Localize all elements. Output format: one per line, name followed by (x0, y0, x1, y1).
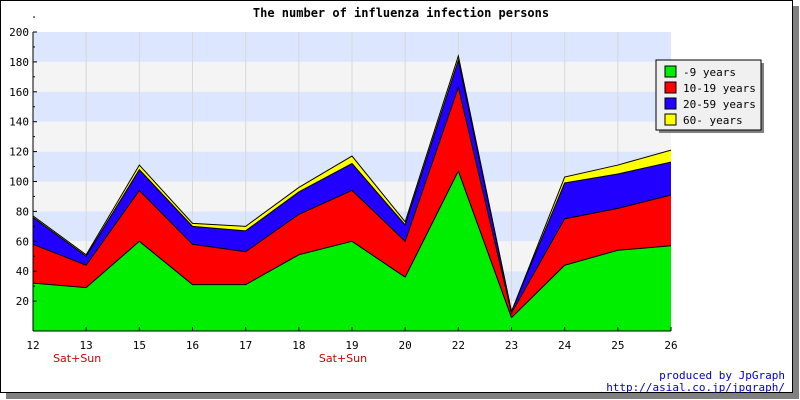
x-tick-label: 16 (186, 339, 199, 352)
legend-label: -9 years (683, 66, 736, 79)
legend-swatch (664, 65, 677, 78)
y-tick-label: 100 (9, 176, 29, 189)
chart-title: The number of influenza infection person… (253, 6, 549, 20)
stacked-areas (32, 53, 672, 332)
x-tick-label: 25 (611, 339, 624, 352)
y-tick-label: 120 (9, 146, 29, 159)
y-tick-label: 180 (9, 56, 29, 69)
x-tick-label: 22 (452, 339, 465, 352)
x-axis-tick-labels: 12 13 15 16 17 18 19 20 22 23 24 25 26 Sat+Sun Sat+Sun (26, 327, 678, 365)
x-tick-label: 13 (80, 339, 93, 352)
x-tick-label: 17 (239, 339, 252, 352)
chart-frame: 20 40 60 80 100 120 140 160 180 200 12 13 15 16 17 18 1… (0, 0, 793, 393)
legend-swatch (664, 81, 677, 94)
y-tick-label: 160 (9, 86, 29, 99)
legend-label: 60- years (683, 114, 743, 127)
y-axis-tick-labels: 20 40 60 80 100 120 140 160 180 200 (9, 16, 37, 308)
x-tick-label: 18 (292, 339, 305, 352)
legend: -9 years 10-19 years 20-59 years 60- years (655, 59, 764, 133)
x-tick-label: 26 (664, 339, 677, 352)
area-10-19-years (33, 87, 671, 331)
legend-swatch (664, 113, 677, 126)
y-tick-label: 60 (16, 235, 29, 248)
credit-line-1: produced by JpGraph (659, 369, 785, 382)
x-annotation-label: Sat+Sun (319, 352, 367, 365)
y-tick-label: 40 (16, 265, 29, 278)
x-tick-label: 23 (505, 339, 518, 352)
legend-label: 10-19 years (683, 82, 756, 95)
credit-line-2: http://asial.co.jp/jpgraph/ (606, 381, 785, 393)
x-tick-label: 20 (399, 339, 412, 352)
area-outline (32, 169, 672, 319)
area-outline (32, 58, 672, 314)
legend-swatch (664, 97, 677, 110)
area-outline (32, 53, 672, 314)
x-tick-label: 15 (133, 339, 146, 352)
x-tick-label: 24 (558, 339, 572, 352)
y-tick-label: 20 (16, 295, 29, 308)
x-tick-label: 12 (26, 339, 39, 352)
area-outline (32, 85, 672, 315)
y-tick-label: 200 (9, 26, 29, 39)
y-tick-label: 140 (9, 116, 29, 129)
x-annotation-label: Sat+Sun (53, 352, 101, 365)
legend-label: 20-59 years (683, 98, 756, 111)
y-tick-label: 80 (16, 205, 29, 218)
x-tick-label: 19 (345, 339, 358, 352)
area--9-years (33, 171, 671, 331)
